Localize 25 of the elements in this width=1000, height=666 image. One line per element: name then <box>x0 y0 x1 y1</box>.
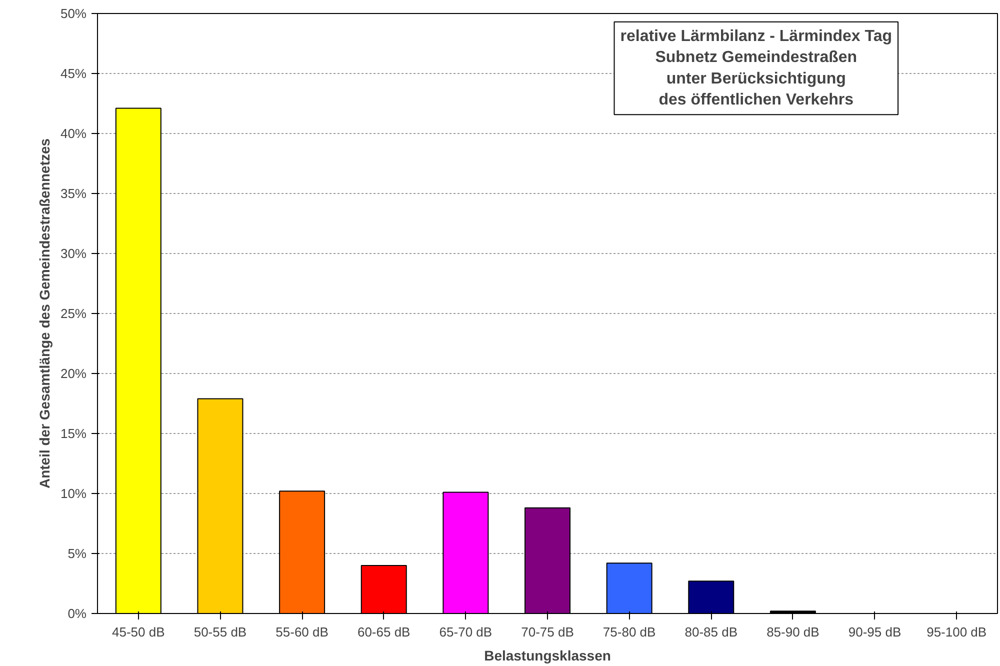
y-tick-label: 45% <box>60 66 87 81</box>
x-tick-label: 45-50 dB <box>112 624 165 640</box>
y-tick-label: 0% <box>68 606 87 621</box>
x-tick-label: 95-100 dB <box>926 624 987 640</box>
y-tick-label: 15% <box>60 426 87 441</box>
x-tick-label: 80-85 dB <box>684 624 738 640</box>
x-tick-label: 75-80 dB <box>602 624 656 640</box>
y-tick-label: 25% <box>60 306 87 321</box>
x-tick-label: 65-70 dB <box>439 624 492 640</box>
x-tick-label: 70-75 dB <box>521 624 574 640</box>
text: relative Lärmbilanz - Lärmindex Tag Subnetz Gemeindestraßen unter Berücksichtigung des öffentlichen Verkehrs <box>620 28 892 109</box>
x-tick-label: 55-60 dB <box>276 624 328 640</box>
y-tick-label: 40% <box>60 126 87 141</box>
y-axis-title: Anteil der Gesamtlänge des Gemeindestraßennetzes <box>36 138 52 489</box>
y-tick-label: 50% <box>60 6 87 21</box>
y-tick-label: 5% <box>68 546 87 561</box>
x-axis-title: Belastungsklassen <box>484 648 611 664</box>
y-tick-label: 10% <box>60 486 87 501</box>
x-tick-label: 60-65 dB <box>357 624 410 640</box>
y-tick-label: 35% <box>60 186 87 201</box>
x-tick-label: 50-55 dB <box>194 624 247 640</box>
x-tick-label: 90-95 dB <box>848 624 902 640</box>
y-tick-label: 20% <box>60 366 87 381</box>
y-tick-label: 30% <box>60 246 87 261</box>
x-tick-label: 85-90 dB <box>766 624 820 640</box>
